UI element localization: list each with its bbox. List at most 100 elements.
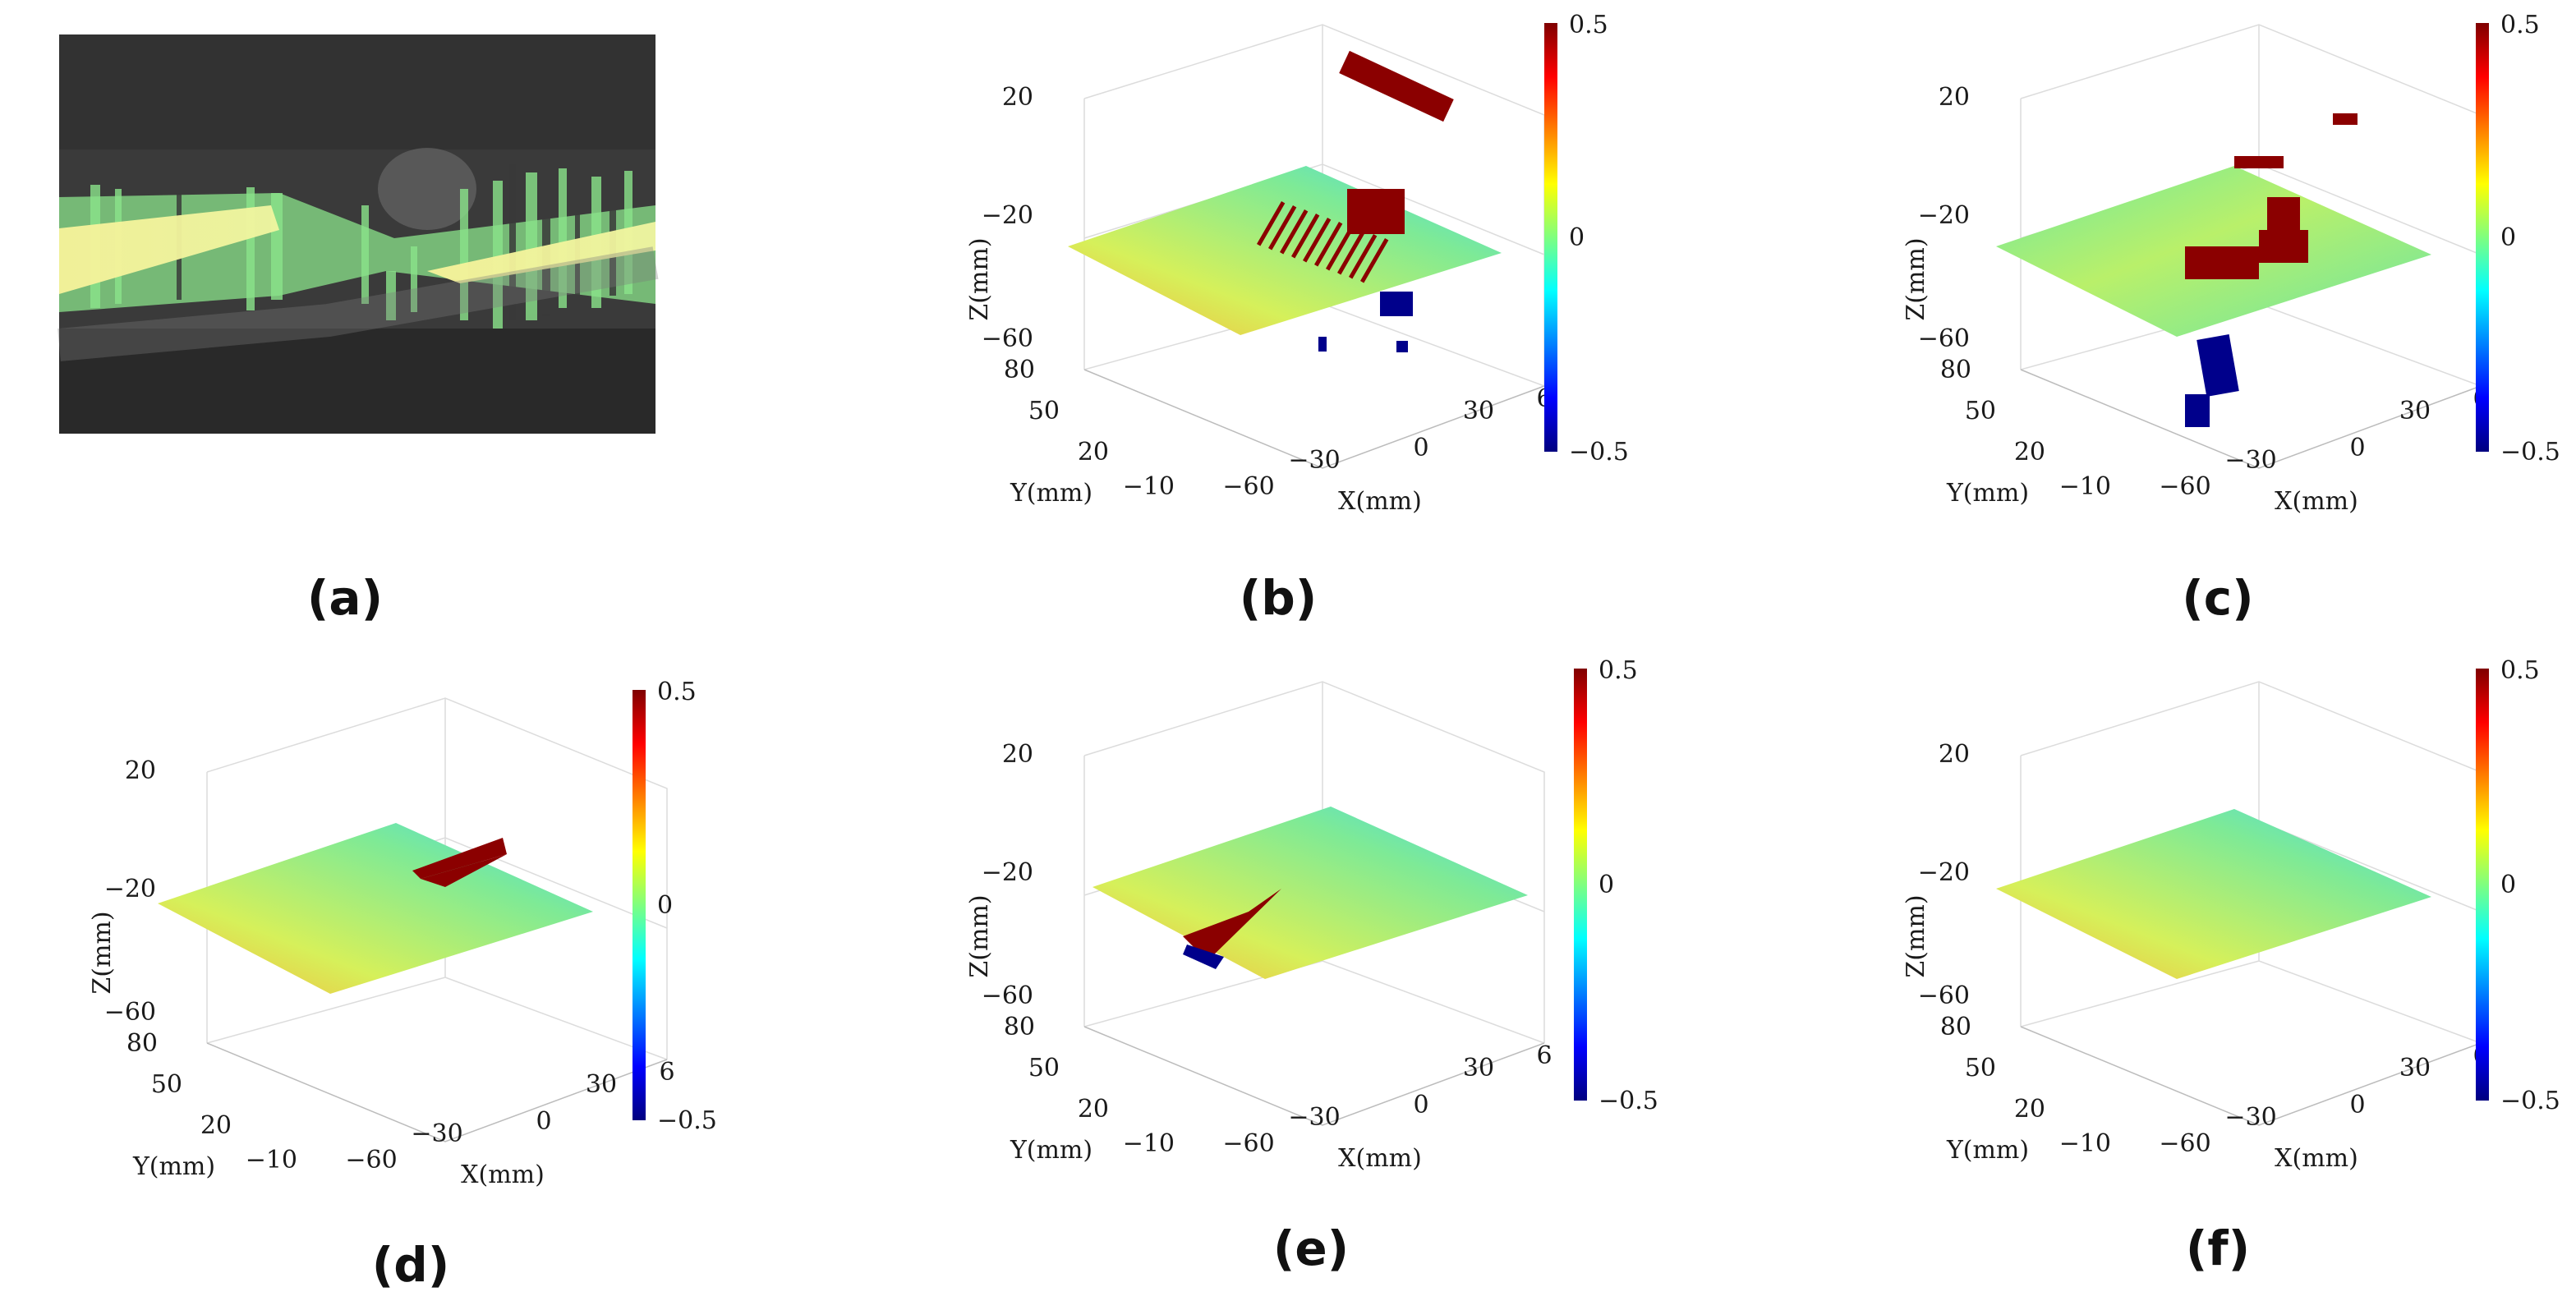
y-tick-label: 80 [1004, 356, 1035, 384]
surface-plane [1996, 809, 2431, 979]
colorbar-gradient [2476, 669, 2489, 1101]
y-tick-label: −10 [2059, 472, 2111, 501]
outlier-blue [1183, 945, 1224, 969]
plot-b: 20−20−60805020−10−60−300306Z(mm)Y(mm)X(m… [965, 24, 1552, 516]
outlier-streak [1268, 205, 1297, 251]
colorbar-tick-label: −0.5 [1598, 1087, 1658, 1115]
colorbar-tick-label: 0.5 [2500, 11, 2540, 39]
grid-lines [1083, 99, 1545, 370]
y-tick-label: 20 [2014, 1095, 2045, 1124]
x-tick-label: 30 [1463, 1054, 1494, 1082]
x-tick-label: 30 [586, 1070, 617, 1099]
grid-lines [206, 697, 668, 1060]
outlier-blue [1396, 341, 1408, 352]
x-axis-label: X(mm) [461, 1161, 545, 1189]
outlier-red [2259, 230, 2308, 263]
outlier-red [2234, 156, 2284, 168]
outlier-red [1339, 50, 1454, 122]
plot-f: 20−20−60805020−10−60−300306Z(mm)Y(mm)X(m… [1902, 681, 2489, 1173]
y-tick-label: 50 [151, 1070, 182, 1099]
outlier-red [2333, 113, 2358, 125]
outlier-streak [1314, 222, 1343, 267]
colorbar: 0.5 0 −0.5 [2476, 656, 2560, 1115]
z-axis-label: Z(mm) [965, 894, 994, 977]
colorbar-tick-label: −0.5 [657, 1106, 717, 1135]
y-tick-label: 20 [1078, 1095, 1109, 1124]
z-tick-label: −60 [104, 998, 156, 1027]
axis-lines [206, 1042, 668, 1142]
colorbar-tick-label: 0.5 [2500, 656, 2540, 685]
y-tick-label: 80 [126, 1029, 158, 1058]
y-tick-label: 80 [1940, 356, 1971, 384]
surface-plane [158, 823, 593, 994]
x-tick-label: −30 [1288, 1103, 1340, 1132]
grid-lines [1083, 681, 1545, 1044]
colorbar-tick-label: 0.5 [1598, 656, 1638, 685]
outlier-red [2185, 246, 2259, 279]
z-tick-label: 20 [1002, 740, 1033, 769]
colorbar-tick-label: −0.5 [1569, 438, 1629, 467]
x-tick-label: 30 [1463, 397, 1494, 425]
y-tick-label: −10 [1123, 472, 1175, 501]
y-tick-label: −10 [2059, 1129, 2111, 1158]
x-tick-label: −60 [1222, 1129, 1274, 1158]
z-tick-label: 20 [1939, 83, 1970, 112]
x-tick-label: −60 [2159, 1129, 2210, 1158]
outlier-streak [1291, 214, 1320, 259]
colorbar-gradient [1574, 669, 1587, 1101]
axis-lines [1083, 1026, 1545, 1126]
colorbar-tick-label: 0 [2500, 871, 2516, 899]
panel-label-a: (a) [307, 570, 383, 626]
x-tick-label: 6 [659, 1058, 674, 1087]
colorbar-gradient [632, 690, 646, 1120]
y-axis-label: Y(mm) [1010, 1136, 1092, 1165]
colorbar: 0.5 0 −0.5 [1574, 656, 1658, 1115]
x-tick-label: 30 [2399, 397, 2431, 425]
colorbar: 0.5 0 −0.5 [1544, 11, 1629, 467]
x-tick-label: 6 [1536, 1041, 1552, 1070]
outlier-red [1183, 889, 1281, 961]
z-tick-label: −20 [104, 875, 156, 903]
colorbar-gradient [2476, 23, 2489, 452]
colorbar-tick-label: 0.5 [657, 678, 697, 706]
panel-label-b: (b) [1240, 570, 1318, 626]
outlier-streak [1257, 201, 1286, 246]
z-tick-label: −60 [1918, 324, 1970, 353]
colorbar-tick-label: 0 [657, 891, 673, 920]
outlier-blue [1380, 292, 1413, 316]
outlier-streak [1360, 238, 1389, 283]
colorbar-tick-label: 0 [2500, 223, 2516, 252]
x-tick-label: −30 [1288, 446, 1340, 475]
left-beam [59, 205, 279, 294]
colorbar-tick-label: −0.5 [2500, 1087, 2560, 1115]
axis-lines [1083, 369, 1545, 469]
x-tick-label: 0 [536, 1107, 551, 1136]
outlier-streak [1349, 234, 1378, 279]
axis-lines [2020, 1026, 2482, 1126]
panel-label-d: (d) [372, 1237, 450, 1293]
x-tick-label: −30 [2224, 446, 2276, 475]
x-tick-label: 0 [2349, 1091, 2365, 1119]
y-axis-label: Y(mm) [132, 1152, 215, 1181]
colorbar: 0.5 0 −0.5 [632, 678, 717, 1135]
z-axis-label: Z(mm) [965, 237, 994, 320]
x-tick-label: −60 [2159, 472, 2210, 501]
z-tick-label: −60 [982, 981, 1033, 1010]
y-tick-label: 80 [1004, 1013, 1035, 1041]
panel-label-c: (c) [2182, 570, 2253, 626]
colorbar: 0.5 0 −0.5 [2476, 11, 2560, 467]
outlier-streak [1337, 230, 1366, 275]
colorbar-tick-label: −0.5 [2500, 438, 2560, 467]
x-tick-label: −60 [1222, 472, 1274, 501]
x-axis-label: X(mm) [1338, 1144, 1422, 1173]
z-tick-label: −20 [982, 201, 1033, 230]
x-tick-label: −30 [411, 1119, 462, 1148]
panel-a-image [58, 34, 659, 434]
colorbar-tick-label: 0 [1569, 223, 1585, 252]
outlier-streak [1326, 226, 1355, 271]
colorbar-tick-label: 0.5 [1569, 11, 1608, 39]
z-tick-label: 20 [125, 756, 156, 785]
outlier-red [1347, 189, 1405, 234]
